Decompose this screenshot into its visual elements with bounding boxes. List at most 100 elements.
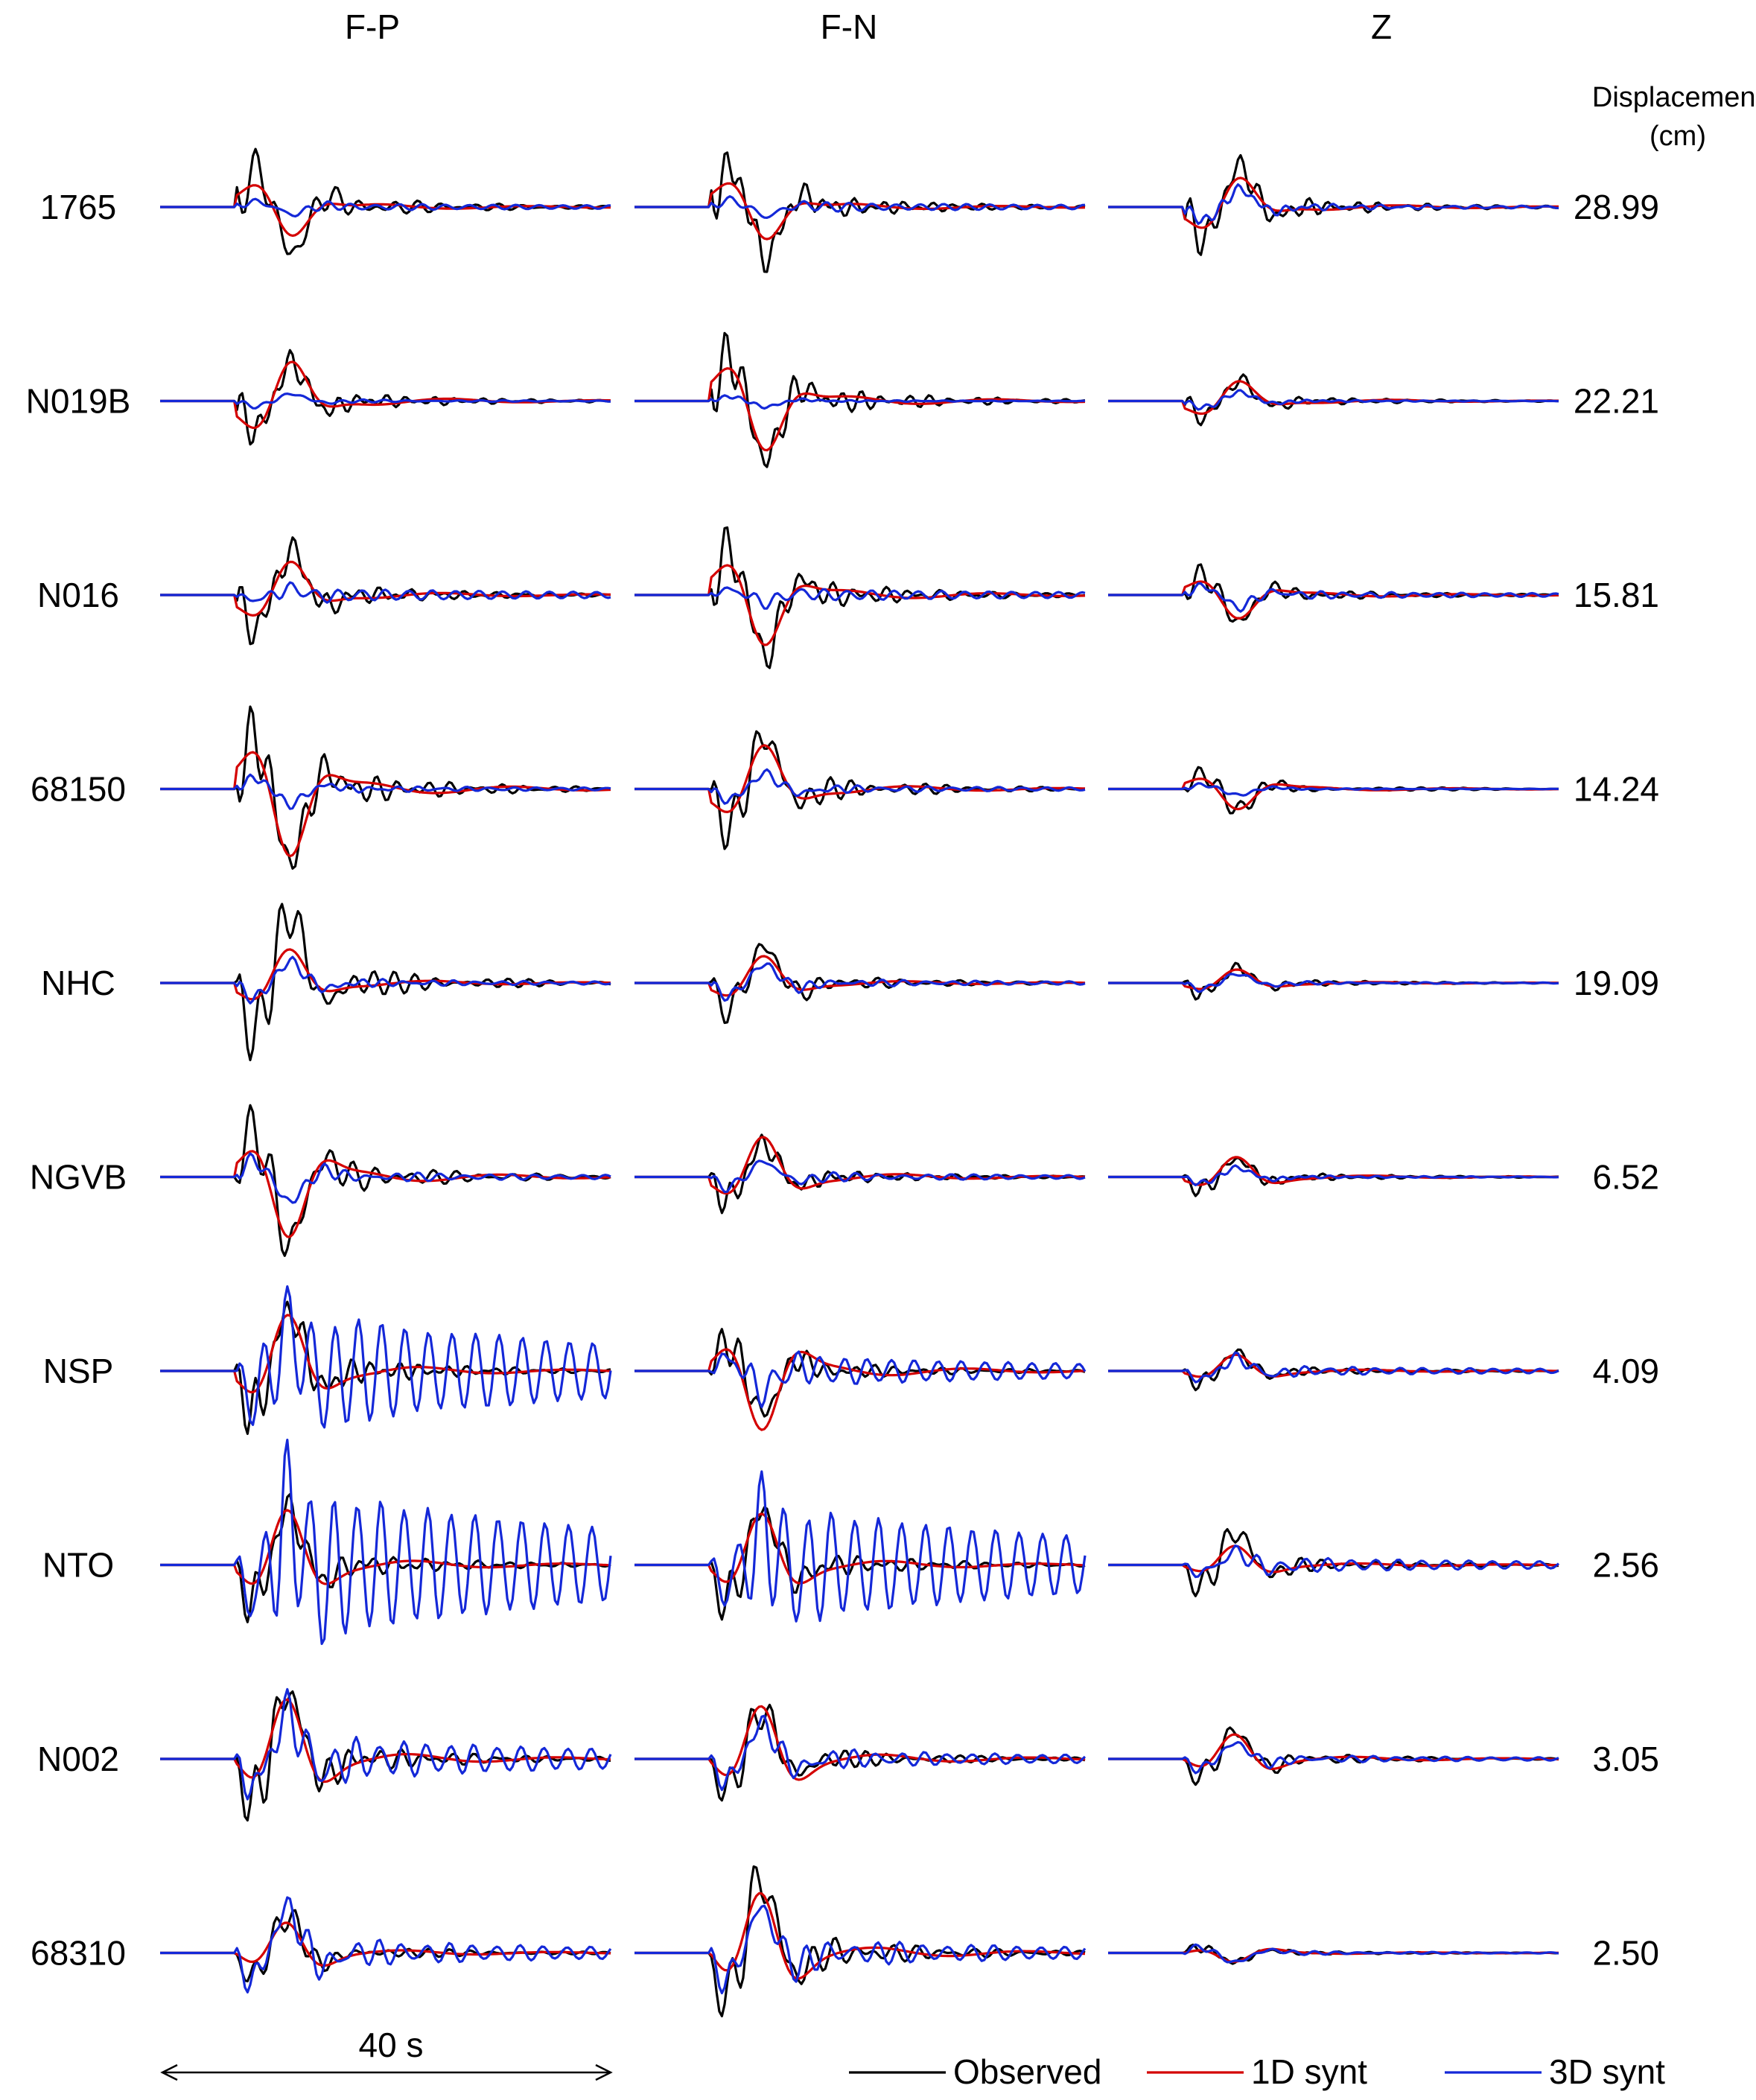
trace-synt-1d	[634, 1891, 1086, 1980]
component-panel	[160, 1438, 612, 1645]
trace-synt-3d	[160, 1438, 612, 1645]
component-panel	[1108, 961, 1559, 1001]
component-panel	[160, 903, 611, 1062]
trace-synt-1d	[160, 1509, 611, 1585]
trace-synt-3d	[160, 581, 611, 604]
trace-observed	[634, 526, 1086, 669]
component-panel	[1108, 563, 1559, 623]
amplitude-header: Displacement (cm)	[1592, 82, 1756, 152]
legend-label: 3D synt	[1549, 2052, 1665, 2091]
component-panel	[634, 1133, 1086, 1215]
peak-displacement-label: 4.09	[1592, 1352, 1659, 1390]
trace-observed	[634, 151, 1086, 273]
amplitude-header-line1: Displacement	[1592, 82, 1756, 113]
trace-synt-1d	[634, 1348, 1086, 1431]
trace-synt-3d	[634, 768, 1086, 805]
trace-synt-3d	[634, 195, 1086, 219]
component-panel	[634, 331, 1086, 468]
trace-synt-1d	[634, 1705, 1086, 1781]
trace-synt-1d	[1108, 1353, 1559, 1378]
trace-observed	[160, 349, 611, 446]
column-title-z: Z	[1371, 7, 1392, 46]
trace-observed	[160, 147, 611, 255]
legend-label: 1D synt	[1251, 2052, 1367, 2091]
trace-synt-3d	[160, 955, 611, 1005]
amplitude-header-line2: (cm)	[1650, 121, 1706, 152]
trace-synt-3d	[634, 1904, 1087, 1995]
trace-synt-3d	[1108, 389, 1559, 411]
trace-synt-3d	[160, 1896, 612, 1994]
trace-observed	[634, 1703, 1086, 1802]
trace-synt-3d	[1108, 1943, 1559, 1964]
component-panel	[634, 1328, 1087, 1431]
component-panel	[160, 147, 611, 255]
trace-synt-3d	[634, 586, 1086, 610]
peak-displacement-label: 22.21	[1574, 382, 1659, 421]
trace-synt-3d	[160, 1152, 611, 1204]
station-label: N019B	[26, 382, 131, 421]
trace-synt-3d	[1108, 973, 1559, 993]
trace-synt-3d	[1108, 1740, 1559, 1775]
peak-displacement-label: 3.05	[1592, 1740, 1659, 1778]
trace-synt-3d	[160, 1285, 612, 1429]
trace-synt-1d	[1108, 968, 1559, 990]
trace-synt-3d	[160, 773, 611, 810]
station-row: 68310 2.50	[31, 1865, 1659, 2017]
station-label: NSP	[43, 1352, 114, 1390]
peak-displacement-label: 6.52	[1592, 1158, 1659, 1197]
station-label: 68150	[31, 770, 126, 809]
station-label: NGVB	[30, 1158, 127, 1197]
trace-synt-3d	[1108, 582, 1559, 613]
component-panel	[634, 943, 1086, 1025]
component-panel	[1108, 1726, 1559, 1786]
station-label: 68310	[31, 1934, 126, 1973]
scale-bar-left-arrow	[160, 2064, 178, 2081]
legend-item: 1D synt	[1147, 2052, 1367, 2091]
trace-synt-1d	[634, 1136, 1086, 1195]
trace-synt-3d	[1108, 782, 1559, 797]
trace-synt-3d	[634, 1714, 1087, 1792]
component-panel	[1108, 1156, 1559, 1197]
trace-observed	[160, 1104, 611, 1257]
legend-label: Observed	[953, 2052, 1101, 2091]
trace-observed	[1108, 1726, 1559, 1786]
station-row: NSP 4.09	[43, 1285, 1659, 1435]
legend: Observed 1D synt 3D synt	[849, 2052, 1665, 2091]
component-panel	[634, 1470, 1087, 1623]
component-panel	[160, 1285, 612, 1435]
station-label: NTO	[42, 1546, 114, 1585]
peak-displacement-label: 2.56	[1592, 1546, 1659, 1585]
trace-synt-1d	[634, 955, 1086, 997]
station-row: N019B 22.21	[26, 331, 1659, 468]
component-panel	[160, 1687, 612, 1821]
trace-synt-1d	[634, 564, 1086, 646]
station-row: N016 15.81	[37, 526, 1659, 669]
component-panel	[160, 349, 611, 446]
trace-synt-3d	[1108, 183, 1559, 226]
component-panel	[1108, 153, 1559, 256]
station-row: NHC 19.09	[41, 903, 1659, 1062]
trace-synt-1d	[160, 1150, 611, 1238]
peak-displacement-label: 15.81	[1574, 576, 1659, 614]
component-panel	[1108, 1943, 1559, 1965]
station-rows: 1765 28.99 N019B 22.21 N016 15.81 68150 14.24 NH…	[26, 147, 1659, 2017]
column-title-fp: F-P	[345, 7, 400, 46]
station-label: NHC	[41, 964, 115, 1002]
component-panel	[634, 526, 1086, 669]
column-titles: F-P F-N Z	[345, 7, 1392, 46]
component-panel	[634, 730, 1086, 850]
trace-synt-3d	[1108, 1544, 1560, 1579]
station-row: 1765 28.99	[40, 147, 1659, 273]
component-panel	[160, 705, 611, 870]
peak-displacement-label: 28.99	[1574, 188, 1659, 226]
component-panel	[634, 1865, 1087, 2017]
legend-item: Observed	[849, 2052, 1101, 2091]
trace-synt-1d	[634, 367, 1086, 452]
trace-synt-1d	[160, 560, 611, 617]
station-row: N002 3.05	[37, 1687, 1659, 1821]
trace-synt-1d	[1108, 580, 1559, 620]
station-row: NTO 2.56	[42, 1438, 1659, 1645]
trace-synt-3d	[634, 1350, 1087, 1409]
station-row: NGVB 6.52	[30, 1104, 1659, 1257]
